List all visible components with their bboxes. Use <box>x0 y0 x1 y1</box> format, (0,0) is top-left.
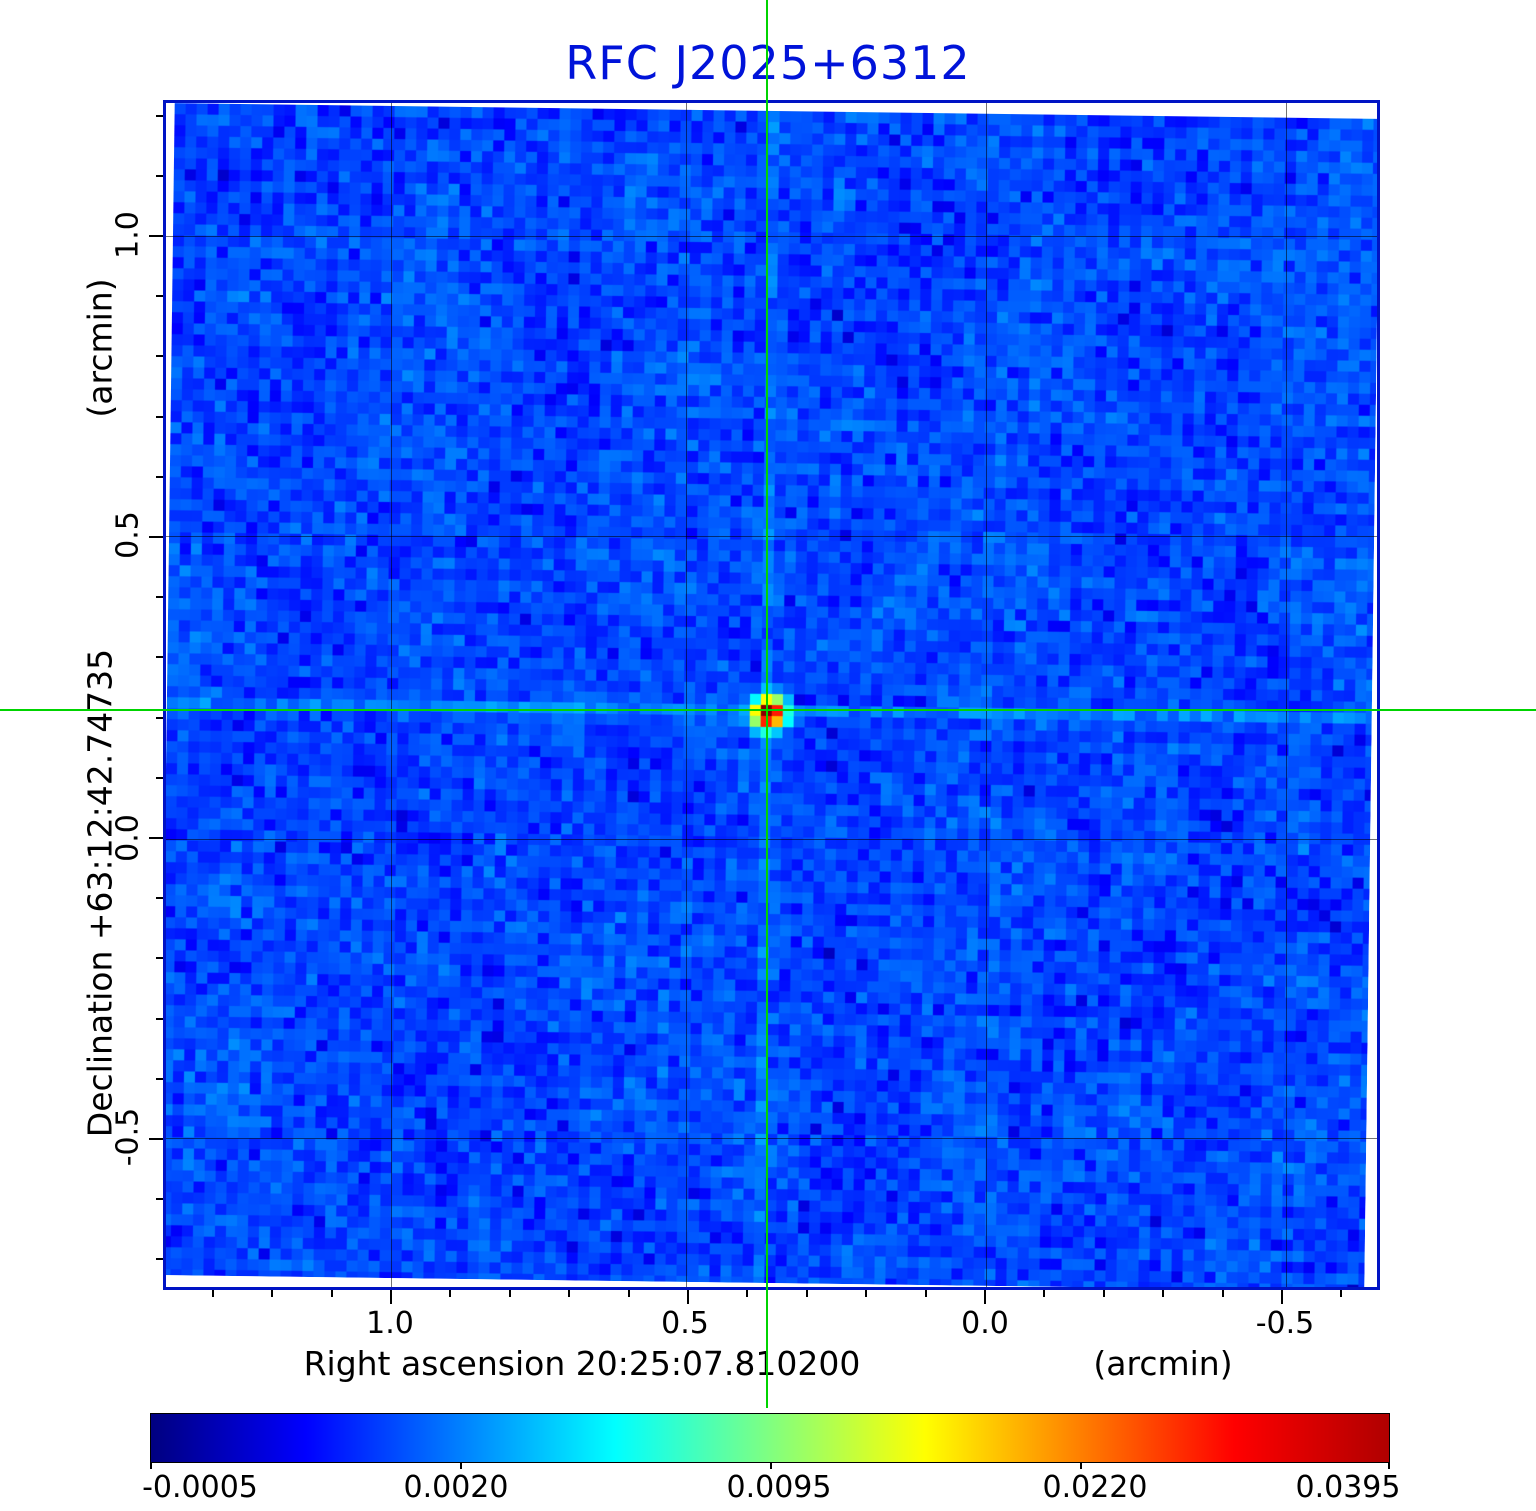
grid-line-vertical <box>686 103 687 1287</box>
axis-tick <box>687 1290 689 1304</box>
axis-tick <box>449 1290 451 1297</box>
axis-tick <box>806 1290 808 1297</box>
axis-tick <box>156 295 163 297</box>
axis-tick <box>156 596 163 598</box>
colorbar-tick <box>150 1462 152 1469</box>
axis-tick <box>149 536 163 538</box>
colorbar-gradient <box>150 1413 1390 1463</box>
colorbar-tick <box>770 1462 772 1469</box>
grid-line-vertical <box>1286 103 1287 1287</box>
axis-tick <box>156 656 163 658</box>
axis-tick <box>1222 1290 1224 1297</box>
colorbar-tick-label: 0.0095 <box>726 1470 832 1505</box>
y-tick-label: 1.0 <box>110 211 146 259</box>
x-axis-unit-label: (arcmin) <box>1093 1344 1233 1383</box>
axis-tick <box>156 476 163 478</box>
axis-tick <box>156 957 163 959</box>
x-tick-label: 1.0 <box>366 1306 414 1341</box>
axis-tick <box>1162 1290 1164 1297</box>
y-axis-unit-label: (arcmin) <box>80 278 120 418</box>
axis-tick <box>156 1078 163 1080</box>
axis-tick <box>156 1018 163 1020</box>
axis-tick <box>1043 1290 1045 1297</box>
grid-line-vertical <box>986 103 987 1287</box>
axis-tick <box>568 1290 570 1297</box>
axis-tick <box>212 1290 214 1297</box>
axis-tick <box>149 235 163 237</box>
axis-tick <box>865 1290 867 1297</box>
axis-tick <box>984 1290 986 1304</box>
axis-tick <box>156 777 163 779</box>
axis-tick <box>156 1258 163 1260</box>
axis-tick <box>746 1290 748 1297</box>
crosshair-horizontal <box>0 709 1536 711</box>
x-tick-label: 0.0 <box>961 1306 1009 1341</box>
axis-tick <box>628 1290 630 1297</box>
sky-map-canvas <box>166 103 1377 1287</box>
x-tick-label: 0.5 <box>661 1306 709 1341</box>
y-axis-title: Declination +63:12:42.74735 <box>80 648 120 1138</box>
colorbar-tick-label: -0.0005 <box>142 1470 258 1505</box>
axis-tick <box>271 1290 273 1297</box>
axis-tick <box>156 897 163 899</box>
axis-tick <box>390 1290 392 1304</box>
axis-tick <box>149 1138 163 1140</box>
axis-tick <box>509 1290 511 1297</box>
sky-map <box>166 103 1377 1287</box>
axis-tick <box>331 1290 333 1297</box>
grid-line-vertical <box>391 103 392 1287</box>
colorbar-tick <box>1080 1462 1082 1469</box>
figure-title: RFC J2025+6312 <box>565 36 971 90</box>
grid-line-horizontal <box>166 1138 1377 1139</box>
plot-frame <box>163 100 1380 1290</box>
axis-tick <box>156 115 163 117</box>
axis-tick <box>925 1290 927 1297</box>
colorbar-tick-label: 0.0020 <box>403 1470 509 1505</box>
crosshair-vertical <box>766 0 768 1408</box>
axis-tick <box>1103 1290 1105 1297</box>
x-tick-label: -0.5 <box>1255 1306 1315 1341</box>
grid-line-horizontal <box>166 839 1377 840</box>
colorbar-tick-label: 0.0395 <box>1295 1470 1401 1505</box>
y-tick-label: 0.5 <box>110 511 146 559</box>
colorbar-tick-label: 0.0220 <box>1042 1470 1148 1505</box>
axis-tick <box>156 717 163 719</box>
x-axis-title: Right ascension 20:25:07.810200 <box>303 1344 861 1383</box>
axis-tick <box>1340 1290 1342 1297</box>
axis-tick <box>156 355 163 357</box>
axis-tick <box>156 416 163 418</box>
axis-tick <box>149 837 163 839</box>
colorbar-tick <box>460 1462 462 1469</box>
colorbar-tick <box>1388 1462 1390 1469</box>
axis-tick <box>1281 1290 1283 1304</box>
axis-tick <box>156 1198 163 1200</box>
axis-tick <box>156 175 163 177</box>
grid-line-horizontal <box>166 536 1377 537</box>
grid-line-horizontal <box>166 236 1377 237</box>
